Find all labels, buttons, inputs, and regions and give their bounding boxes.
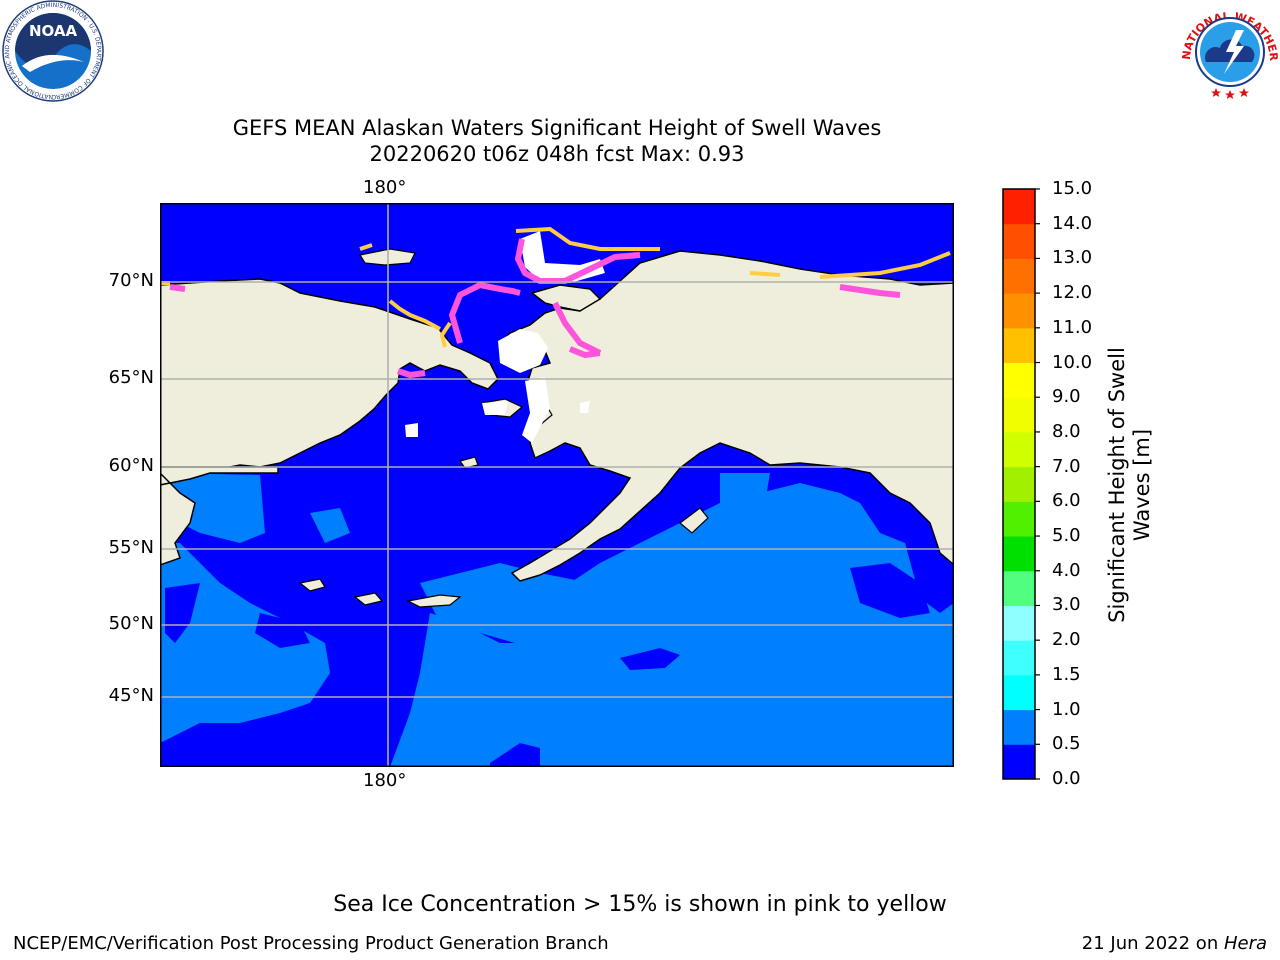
colorbar-title: Significant Height of Swell Waves [m]	[1105, 347, 1154, 623]
date-stamp: 21 Jun 2022 on Hera	[1082, 933, 1267, 954]
map-panel	[160, 203, 954, 767]
colorbar-bin	[1003, 189, 1035, 225]
lat-label-50n: 50°N	[108, 613, 154, 634]
lat-label-60n: 60°N	[108, 455, 154, 476]
colorbar-bin	[1003, 293, 1035, 329]
nws-logo: NATIONAL WEATHER SERVICE	[1178, 0, 1280, 99]
colorbar-bin	[1003, 501, 1035, 537]
colorbar-bin	[1003, 258, 1035, 294]
colorbar-tick-label: 10.0	[1052, 351, 1093, 373]
colorbar-tick-label: 14.0	[1052, 212, 1093, 234]
colorbar-bin	[1003, 362, 1035, 398]
lat-label-65n: 65°N	[108, 367, 154, 388]
colorbar-bin	[1003, 605, 1035, 641]
ice-edge-yellow	[160, 226, 951, 348]
colorbar-frame	[1002, 188, 1036, 780]
colorbar-tick-label: 1.0	[1052, 698, 1081, 720]
colorbar-tick-label: 9.0	[1052, 386, 1081, 408]
colorbar-bin	[1003, 570, 1035, 606]
colorbar-tick-label: 13.0	[1052, 247, 1093, 269]
chart-title: GEFS MEAN Alaskan Waters Significant Hei…	[232, 116, 882, 140]
lon-label-top: 180°	[363, 177, 407, 198]
colorbar-tick-label: 6.0	[1052, 490, 1081, 512]
lat-label-70n: 70°N	[108, 270, 154, 291]
lon-label-bottom: 180°	[363, 770, 407, 791]
land-alaska-north	[530, 284, 602, 312]
ice-edge-pink	[169, 238, 901, 379]
colorbar-tick-label: 8.0	[1052, 420, 1081, 442]
noaa-logo-text: NOAA	[29, 22, 78, 40]
colorbar-bin	[1003, 674, 1035, 711]
credit-text: NCEP/EMC/Verification Post Processing Pr…	[13, 933, 609, 954]
colorbar-tick-label: 3.0	[1052, 594, 1081, 616]
colorbar-tick-label: 0.0	[1052, 768, 1081, 789]
colorbar-tick-label: 5.0	[1052, 525, 1081, 547]
colorbar-bin	[1003, 640, 1035, 676]
colorbar-tick-label: 11.0	[1052, 316, 1093, 338]
colorbar-bin	[1003, 223, 1035, 259]
swell-field-light-tongues	[160, 473, 770, 767]
sea-ice-note: Sea Ice Concentration > 15% is shown in …	[333, 892, 947, 917]
colorbar	[1002, 188, 1040, 780]
colorbar-tick-label: 7.0	[1052, 455, 1081, 477]
colorbar-bin	[1003, 466, 1035, 502]
colorbar-bin	[1003, 536, 1035, 572]
colorbar-bin	[1003, 431, 1035, 468]
colorbar-tick-label: 0.5	[1052, 733, 1081, 755]
date-text: 21 Jun 2022 on	[1081, 933, 1224, 954]
colorbar-tick-label: 12.0	[1052, 282, 1093, 304]
colorbar-tick-label: 15.0	[1052, 178, 1093, 199]
colorbar-bin	[1003, 397, 1035, 433]
colorbar-tick-label: 4.0	[1052, 559, 1081, 581]
graticule	[160, 203, 954, 767]
host-name: Hera	[1223, 933, 1267, 954]
colorbar-bin	[1003, 744, 1035, 780]
lat-label-55n: 55°N	[108, 537, 154, 558]
colorbar-tick-label: 1.5	[1052, 663, 1081, 685]
map-frame	[160, 203, 954, 767]
colorbar-tick-label: 2.0	[1052, 629, 1081, 651]
colorbar-bin	[1003, 327, 1035, 364]
chart-subtitle: 20220620 t06z 048h fcst Max: 0.93	[369, 142, 745, 166]
colorbar-bin	[1003, 709, 1035, 745]
lat-label-45n: 45°N	[108, 685, 154, 706]
noaa-logo: NATIONAL OCEANIC AND ATMOSPHERIC ADMINIS…	[0, 0, 104, 102]
